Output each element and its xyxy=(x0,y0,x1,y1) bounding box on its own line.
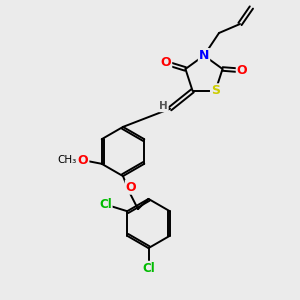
Text: O: O xyxy=(160,56,171,70)
Text: Cl: Cl xyxy=(99,198,112,211)
Text: O: O xyxy=(78,154,88,167)
Text: CH₃: CH₃ xyxy=(58,155,77,165)
Text: O: O xyxy=(237,64,248,77)
Text: H: H xyxy=(159,101,168,111)
Text: S: S xyxy=(211,84,220,97)
Text: N: N xyxy=(199,49,209,62)
Text: Cl: Cl xyxy=(142,262,155,275)
Text: O: O xyxy=(126,181,136,194)
